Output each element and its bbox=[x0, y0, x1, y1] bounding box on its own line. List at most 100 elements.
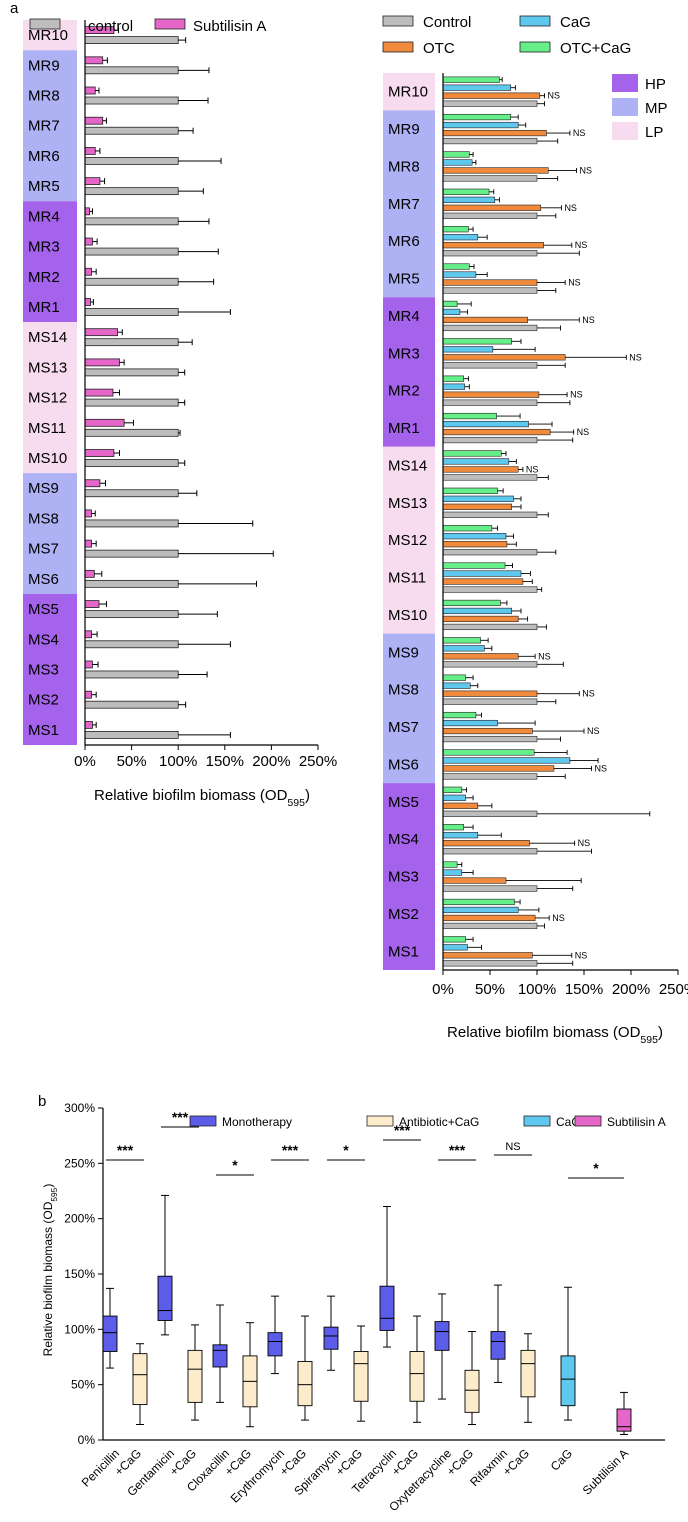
bar-OTC+CaG bbox=[442, 450, 502, 457]
bar-Control bbox=[442, 586, 538, 593]
category-label: MR5 bbox=[388, 271, 420, 288]
ns-annotation: NS bbox=[564, 203, 577, 213]
bar-OTC+CaG bbox=[442, 936, 466, 943]
x-tick-label: 250% bbox=[659, 981, 688, 998]
y-tick-label: 200% bbox=[64, 1212, 95, 1226]
group-legend-swatch bbox=[612, 122, 638, 140]
y-tick-label: 100% bbox=[64, 1322, 95, 1336]
bar-control bbox=[84, 96, 179, 105]
bar-Subtilisin A bbox=[84, 449, 115, 457]
bar-OTC+CaG bbox=[442, 637, 481, 644]
group-legend-swatch bbox=[612, 98, 638, 116]
box-Monotherapy bbox=[323, 1326, 339, 1350]
bar-OTC bbox=[442, 391, 540, 398]
bar-OTC bbox=[442, 466, 519, 473]
category-label: MS2 bbox=[28, 692, 59, 709]
bar-Subtilisin A bbox=[84, 177, 101, 186]
box-Monotherapy bbox=[490, 1331, 506, 1360]
bar-CaG bbox=[442, 234, 479, 241]
legend-swatch bbox=[519, 41, 551, 53]
legend-label: OTC+CaG bbox=[560, 40, 631, 57]
panel-a-label: a bbox=[10, 0, 19, 17]
bar-Control bbox=[442, 848, 538, 855]
category-label: MR7 bbox=[388, 196, 420, 213]
box-Monotherapy bbox=[102, 1315, 118, 1352]
bar-control bbox=[84, 489, 179, 498]
ns-annotation: NS bbox=[538, 651, 551, 661]
bar-Control bbox=[442, 362, 538, 369]
bar-OTC bbox=[442, 204, 542, 211]
bar-OTC bbox=[442, 727, 533, 735]
bar-CaG bbox=[442, 719, 498, 727]
bar-CaG bbox=[442, 607, 512, 615]
bar-control bbox=[84, 187, 179, 196]
box-Antibiotic+CaG bbox=[187, 1349, 203, 1403]
bar-CaG bbox=[442, 645, 485, 652]
bar-Subtilisin A bbox=[84, 86, 96, 95]
legend-label: Subtilisin A bbox=[607, 1115, 666, 1129]
axis-label: Relative biofilm biomass (OD595) bbox=[94, 787, 310, 809]
bar-OTC+CaG bbox=[442, 113, 511, 121]
x-tick-label: 50% bbox=[117, 753, 147, 770]
bar-OTC bbox=[442, 952, 533, 959]
bar-Control bbox=[442, 474, 538, 481]
group-strip-HP bbox=[23, 593, 77, 745]
bar-Control bbox=[442, 100, 538, 107]
bar-OTC bbox=[442, 541, 508, 548]
box-Antibiotic+CaG bbox=[297, 1360, 313, 1407]
category-label: MS6 bbox=[388, 756, 419, 773]
x-category-label: CaG bbox=[548, 1446, 575, 1473]
axis-label: Relative biofilm biomass (OD595) bbox=[447, 1024, 663, 1046]
ns-annotation: NS bbox=[577, 427, 590, 437]
category-label: MR10 bbox=[388, 84, 428, 101]
bar-OTC+CaG bbox=[442, 151, 470, 158]
bar-control bbox=[84, 308, 179, 316]
panel-b: b 0% 50% 100% 150% 200% 250% 300% Relative biof… bbox=[38, 1093, 666, 1514]
bar-OTC+CaG bbox=[442, 824, 464, 831]
legend-label: CaG bbox=[556, 1115, 581, 1129]
x-tick-label: 0% bbox=[74, 753, 96, 770]
bar-OTC+CaG bbox=[442, 226, 469, 233]
ns-annotation: NS bbox=[629, 352, 642, 362]
category-label: MS13 bbox=[28, 359, 67, 376]
bar-CaG bbox=[442, 869, 463, 876]
bar-CaG bbox=[442, 906, 519, 914]
box-Monotherapy bbox=[267, 1332, 283, 1357]
bar-Control bbox=[442, 922, 538, 930]
category-label: MS10 bbox=[28, 450, 67, 467]
bar-CaG bbox=[442, 533, 507, 540]
ns-annotation: NS bbox=[579, 165, 592, 175]
ns-annotation: NS bbox=[526, 464, 539, 474]
category-label: MS7 bbox=[28, 541, 59, 558]
x-tick-label: 100% bbox=[159, 753, 197, 770]
box-Antibiotic+CaG bbox=[464, 1369, 480, 1413]
group-strip-LP bbox=[383, 73, 435, 111]
bar-CaG bbox=[442, 346, 494, 353]
ns-annotation: NS bbox=[568, 278, 581, 288]
bar-CaG bbox=[442, 944, 468, 951]
category-label: MS13 bbox=[388, 495, 427, 512]
category-label: MS8 bbox=[28, 510, 59, 527]
group-strip-MP bbox=[23, 50, 77, 202]
bar-control bbox=[84, 670, 179, 679]
box-Antibiotic+CaG bbox=[353, 1351, 369, 1402]
bar-OTC+CaG bbox=[442, 375, 464, 382]
box-Monotherapy bbox=[379, 1285, 395, 1331]
legend-swatch bbox=[189, 1115, 217, 1127]
bar-Subtilisin A bbox=[84, 388, 114, 397]
bar-Subtilisin A bbox=[84, 147, 96, 155]
y-tick-label: 300% bbox=[64, 1101, 95, 1115]
bar-Control bbox=[442, 773, 538, 780]
bar-Control bbox=[442, 250, 538, 257]
bar-control bbox=[84, 579, 179, 588]
bar-OTC bbox=[442, 914, 536, 922]
bar-CaG bbox=[442, 458, 510, 465]
category-label: MS10 bbox=[388, 607, 427, 624]
category-label: MR10 bbox=[28, 27, 68, 44]
category-label: MR5 bbox=[28, 178, 60, 195]
bar-Control bbox=[442, 137, 538, 145]
category-label: MS7 bbox=[388, 719, 419, 736]
group-strip-HP bbox=[383, 297, 435, 447]
box-Antibiotic+CaG bbox=[132, 1353, 148, 1406]
